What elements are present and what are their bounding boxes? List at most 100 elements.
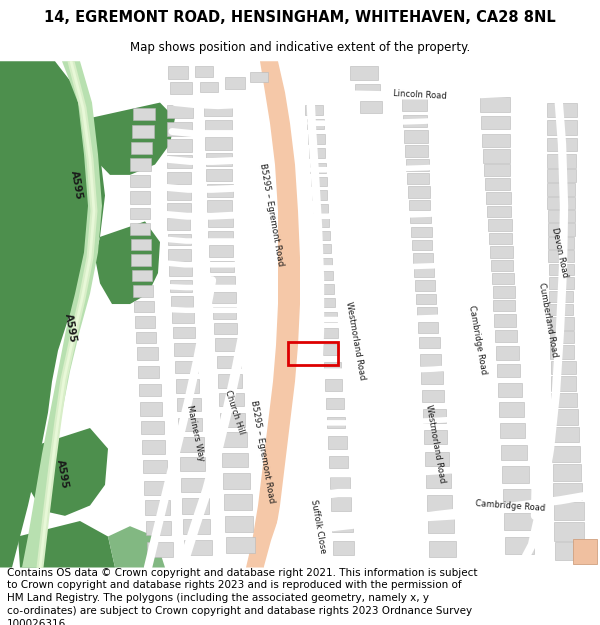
Bar <box>426 474 451 488</box>
Bar <box>134 301 154 312</box>
Polygon shape <box>22 61 102 568</box>
Bar <box>499 402 524 417</box>
Text: Cambridge Road: Cambridge Road <box>475 499 545 512</box>
Bar <box>200 82 218 92</box>
Bar <box>331 498 351 511</box>
Bar <box>167 188 191 200</box>
Bar <box>326 398 344 409</box>
Bar <box>174 343 196 356</box>
Text: Suffolk Close: Suffolk Close <box>309 499 327 554</box>
Text: A595: A595 <box>68 170 83 201</box>
Bar <box>167 155 192 168</box>
Bar <box>417 307 437 318</box>
Bar <box>183 519 210 534</box>
Bar <box>547 120 577 134</box>
Bar <box>211 276 235 288</box>
Bar <box>167 218 190 229</box>
Bar <box>547 183 575 196</box>
Bar <box>219 393 244 406</box>
Text: Contains OS data © Crown copyright and database right 2021. This information is : Contains OS data © Crown copyright and d… <box>7 568 478 625</box>
Bar <box>498 382 522 397</box>
Text: 14, EGREMONT ROAD, HENSINGHAM, WHITEHAVEN, CA28 8NL: 14, EGREMONT ROAD, HENSINGHAM, WHITEHAVE… <box>44 9 556 24</box>
Bar <box>178 418 202 431</box>
Bar <box>167 104 193 118</box>
Bar <box>414 267 434 277</box>
Bar <box>167 122 192 136</box>
Bar <box>421 371 443 384</box>
Text: Westmorland Road: Westmorland Road <box>344 301 367 380</box>
Bar <box>413 253 433 264</box>
Bar <box>360 101 382 113</box>
Bar <box>554 503 584 520</box>
Bar <box>420 354 441 366</box>
Bar <box>419 337 440 349</box>
Bar <box>320 298 335 307</box>
Bar <box>547 102 577 117</box>
Bar <box>170 82 192 94</box>
Bar <box>140 402 162 416</box>
Bar <box>322 328 338 338</box>
Bar <box>315 231 330 240</box>
Bar <box>135 316 155 328</box>
Bar <box>493 300 515 311</box>
Polygon shape <box>28 428 108 516</box>
Bar <box>489 232 512 244</box>
Bar <box>483 149 510 162</box>
Bar <box>551 393 577 408</box>
Bar <box>429 541 456 557</box>
Bar <box>553 482 582 501</box>
Bar <box>130 175 150 188</box>
Bar <box>137 348 158 360</box>
Text: B5295 – Egremont Road: B5295 – Egremont Road <box>257 162 284 266</box>
Bar <box>552 446 580 462</box>
Bar <box>309 148 325 158</box>
Polygon shape <box>246 61 300 568</box>
Bar <box>547 154 576 168</box>
Bar <box>146 521 171 536</box>
Bar <box>170 280 192 292</box>
Bar <box>411 226 432 237</box>
Bar <box>402 98 427 111</box>
Polygon shape <box>95 221 160 304</box>
Bar <box>132 125 154 138</box>
Bar <box>549 291 573 302</box>
Bar <box>501 444 527 460</box>
Bar <box>425 452 449 466</box>
Bar <box>549 264 574 275</box>
Bar <box>415 280 435 291</box>
Text: Mariners Way: Mariners Way <box>185 404 205 462</box>
Bar <box>548 251 574 262</box>
Bar <box>206 153 232 166</box>
Bar <box>218 374 242 388</box>
Bar <box>418 322 438 333</box>
Bar <box>485 178 510 191</box>
Text: A595: A595 <box>55 459 70 490</box>
Bar <box>497 364 520 378</box>
Bar <box>310 162 326 173</box>
Bar <box>324 362 341 372</box>
Bar <box>554 522 584 541</box>
Bar <box>495 330 517 342</box>
Polygon shape <box>90 102 175 175</box>
Bar <box>145 501 170 515</box>
Bar <box>412 240 432 251</box>
Bar <box>548 237 574 249</box>
Bar <box>491 259 513 271</box>
Bar <box>355 84 380 96</box>
Bar <box>329 456 348 468</box>
Bar <box>213 307 236 319</box>
Bar <box>131 142 152 154</box>
Bar <box>408 186 430 198</box>
Bar <box>318 271 333 280</box>
Bar <box>547 138 577 151</box>
Bar <box>549 277 574 289</box>
Bar <box>488 219 512 231</box>
Bar <box>550 346 574 359</box>
Bar <box>547 197 575 209</box>
Bar <box>220 412 245 427</box>
Bar <box>327 417 345 428</box>
Bar <box>168 66 188 79</box>
Bar <box>171 296 193 307</box>
Bar <box>416 294 436 304</box>
Bar <box>311 177 327 186</box>
